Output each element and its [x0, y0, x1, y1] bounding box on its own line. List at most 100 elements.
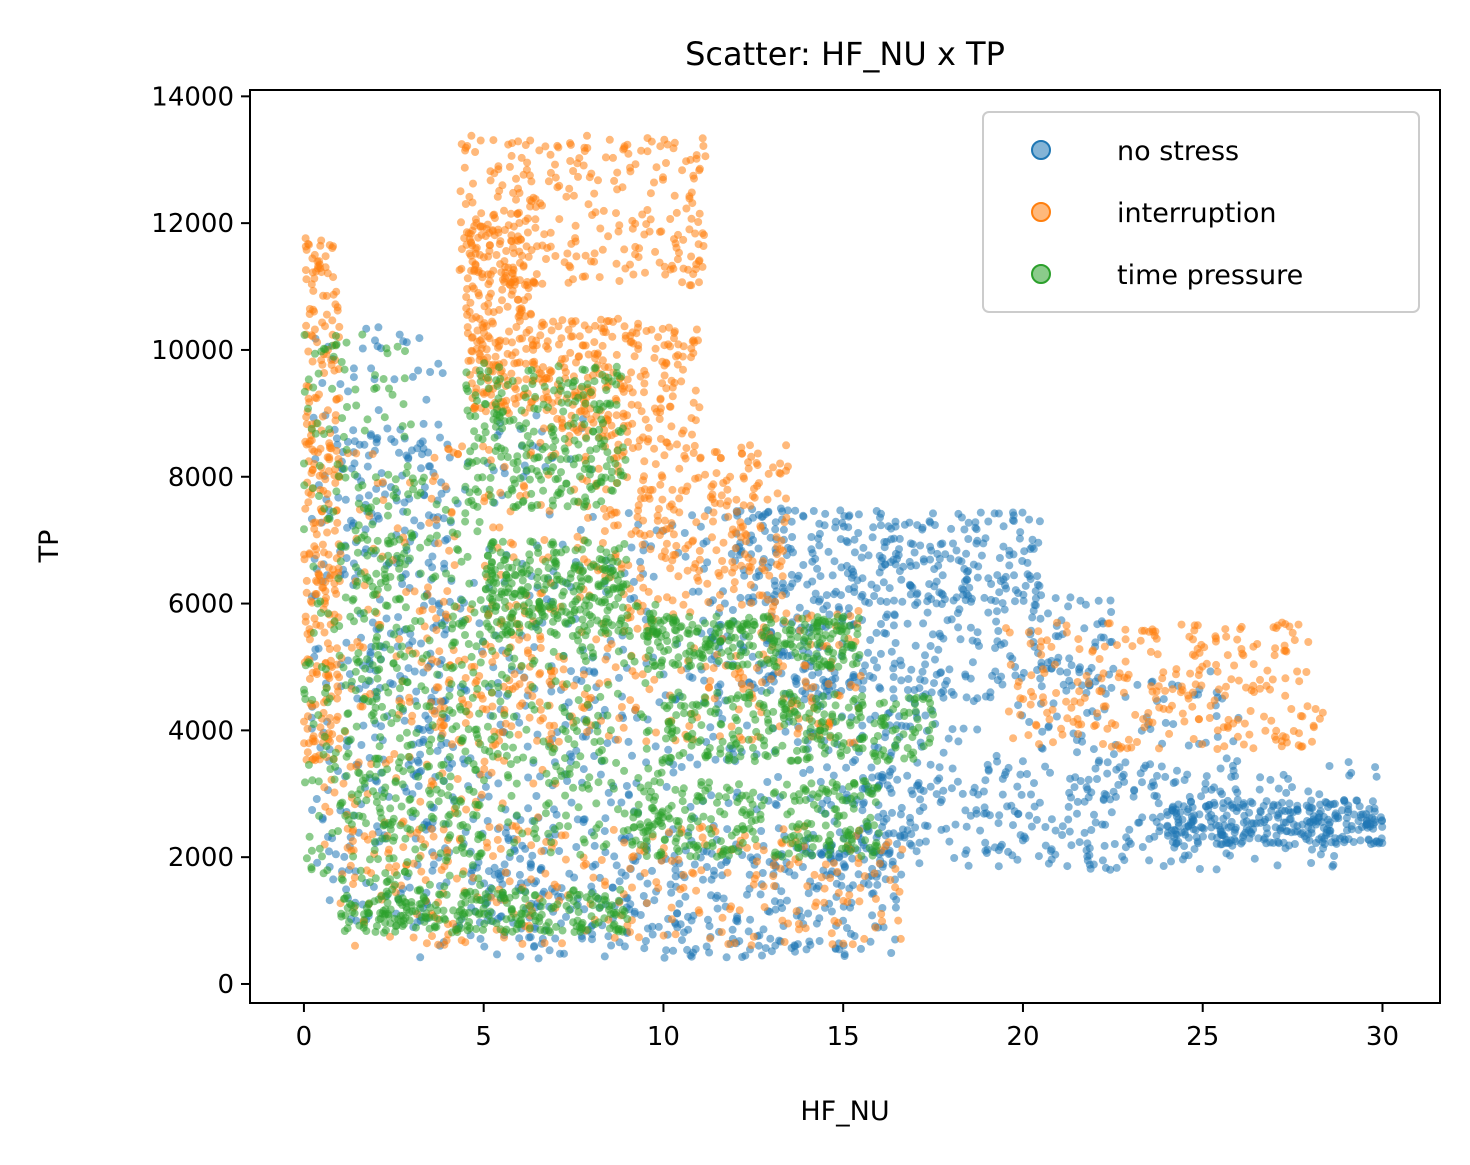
data-point: [608, 883, 617, 892]
data-point: [486, 241, 494, 250]
data-point: [570, 873, 579, 882]
data-point: [857, 944, 865, 953]
data-point: [756, 524, 765, 532]
data-point: [996, 842, 1005, 851]
data-point: [340, 464, 349, 473]
data-point: [624, 737, 633, 746]
data-point: [675, 464, 684, 473]
data-point: [690, 860, 699, 869]
data-point: [1357, 813, 1365, 822]
data-point: [830, 916, 839, 925]
data-point: [609, 153, 617, 162]
data-point: [317, 560, 326, 569]
data-point: [385, 845, 393, 854]
data-point: [1282, 788, 1291, 797]
data-point: [873, 663, 881, 672]
data-point: [1106, 596, 1115, 605]
data-point: [305, 549, 314, 558]
data-point: [428, 597, 437, 606]
data-point: [620, 838, 629, 847]
data-point: [898, 845, 907, 854]
data-point: [1076, 596, 1085, 605]
data-point: [897, 803, 906, 812]
data-point: [330, 775, 339, 784]
data-point: [998, 790, 1007, 799]
data-point: [537, 864, 546, 872]
data-point: [1214, 685, 1223, 694]
data-point: [776, 545, 785, 553]
data-point: [1237, 645, 1246, 653]
data-point: [970, 783, 979, 792]
data-point: [417, 639, 425, 648]
data-point: [650, 896, 659, 905]
data-point: [1091, 764, 1100, 773]
data-point: [716, 499, 725, 508]
data-point: [1037, 650, 1046, 659]
data-point: [1088, 647, 1097, 656]
data-point: [891, 639, 900, 647]
data-point: [348, 827, 357, 836]
data-point: [1110, 840, 1119, 848]
data-point: [524, 252, 533, 261]
data-point: [784, 919, 792, 928]
data-point: [310, 542, 319, 551]
data-point: [311, 590, 320, 599]
data-point: [761, 944, 770, 953]
data-point: [1073, 797, 1082, 806]
data-point: [935, 763, 944, 772]
data-point: [634, 501, 643, 510]
data-point: [1312, 820, 1321, 829]
data-point: [750, 484, 758, 493]
data-point: [1230, 661, 1239, 670]
data-point: [770, 576, 779, 585]
data-point: [1027, 671, 1036, 680]
data-point: [544, 344, 552, 353]
data-point: [785, 867, 794, 876]
data-point: [1051, 594, 1060, 603]
data-point: [564, 698, 573, 707]
data-point: [523, 633, 532, 642]
data-point: [561, 368, 570, 377]
data-point: [351, 941, 359, 950]
data-point: [1191, 680, 1200, 689]
data-point: [1205, 714, 1214, 722]
data-point: [507, 237, 516, 246]
data-point: [590, 668, 599, 677]
data-point: [350, 459, 359, 468]
data-point: [1168, 837, 1177, 846]
data-point: [912, 847, 921, 856]
data-point: [617, 868, 626, 877]
data-point: [614, 227, 623, 236]
data-point: [620, 245, 629, 254]
data-point: [1004, 763, 1013, 772]
data-point: [973, 573, 982, 582]
data-point: [1065, 827, 1074, 836]
data-point: [1237, 839, 1246, 848]
data-point: [492, 251, 501, 259]
data-point: [429, 832, 438, 841]
data-point: [1218, 790, 1226, 799]
data-point: [1130, 786, 1139, 795]
data-point: [491, 352, 500, 361]
data-point: [698, 262, 707, 271]
data-point: [1036, 614, 1045, 623]
data-point: [696, 453, 705, 462]
data-point: [523, 742, 532, 751]
data-point: [316, 723, 325, 732]
data-point: [1307, 796, 1316, 805]
data-point: [712, 469, 721, 478]
data-point: [550, 805, 558, 814]
data-point: [1285, 799, 1294, 808]
data-point: [424, 583, 432, 592]
data-point: [363, 462, 372, 471]
data-point: [1090, 722, 1099, 731]
data-point: [416, 521, 425, 530]
data-point: [439, 597, 448, 606]
data-point: [752, 459, 761, 467]
data-point: [809, 507, 818, 515]
data-point: [828, 940, 837, 949]
data-point: [333, 518, 342, 527]
data-point: [472, 384, 481, 393]
data-point: [854, 859, 863, 868]
data-point: [847, 565, 856, 574]
